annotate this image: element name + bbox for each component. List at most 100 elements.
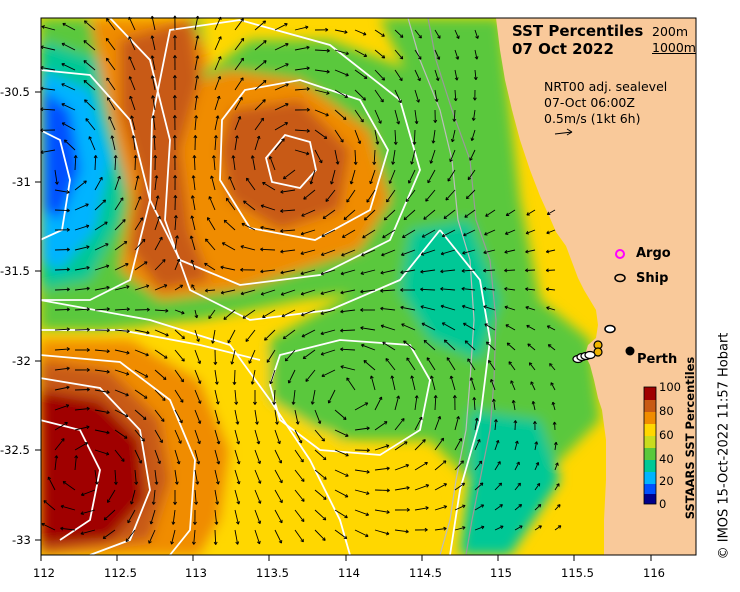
perth-label: Perth (637, 352, 678, 367)
colorbar-band-70 (644, 424, 656, 436)
colorbar-tick: 60 (659, 428, 674, 442)
current-vector-head (163, 284, 168, 288)
current-vector (233, 369, 236, 385)
current-vector (264, 329, 276, 341)
sst-brown-region-north (120, 20, 210, 290)
current-vector (472, 109, 476, 121)
current-vector (234, 77, 244, 91)
current-vector-head (214, 381, 219, 385)
current-vector-head (404, 441, 408, 445)
current-vector-head (131, 135, 136, 139)
scale-arrow (554, 131, 573, 135)
current-vector-head (322, 537, 326, 541)
current-vector (394, 109, 400, 125)
current-vector (274, 83, 289, 91)
current-vector-head (303, 196, 307, 200)
current-vector-head (260, 291, 265, 296)
current-vector (354, 89, 366, 101)
current-vector (274, 122, 288, 131)
current-vector-head (144, 261, 148, 265)
current-vector-head (243, 200, 247, 204)
current-vector (174, 429, 182, 444)
current-vector (84, 99, 96, 111)
current-vector-head (322, 516, 327, 521)
ship-marker (604, 324, 616, 334)
current-vector (442, 322, 456, 331)
current-vector (343, 209, 356, 220)
current-vector (449, 149, 456, 162)
current-vector-head (310, 401, 315, 405)
current-vector-head (110, 135, 115, 139)
current-vector (54, 328, 70, 331)
current-vector-head (255, 421, 259, 425)
current-vector (54, 268, 70, 271)
current-vector-head (378, 396, 383, 401)
current-vector (320, 269, 336, 275)
current-vector (260, 269, 276, 273)
current-vector (260, 248, 276, 251)
current-vector (321, 229, 336, 237)
current-vector (334, 449, 349, 457)
current-vector-head (327, 400, 332, 404)
current-vector-head (429, 160, 434, 164)
current-vector (83, 40, 96, 51)
current-vector-head (159, 439, 163, 443)
current-vector (243, 200, 256, 211)
current-vector-head (61, 42, 66, 47)
current-vector-head (61, 438, 65, 442)
current-vector (425, 189, 436, 202)
current-vector-head (86, 307, 90, 312)
current-vector-head (232, 381, 237, 385)
current-vector-head (278, 540, 283, 544)
current-vector-head (83, 79, 88, 84)
ship-legend-marker (614, 273, 626, 283)
current-vector (330, 169, 336, 185)
current-vector-head (173, 501, 177, 505)
y-tick-label: -31.5 (0, 264, 30, 278)
current-vector (311, 389, 316, 405)
current-vector-head (178, 440, 182, 444)
current-vector (174, 369, 184, 383)
current-vector-head (321, 438, 325, 442)
current-vector (234, 116, 241, 131)
current-vector-head (366, 426, 370, 431)
current-vector-head (321, 373, 325, 378)
current-vector (389, 169, 396, 184)
current-vector (134, 238, 146, 251)
ship-label: Ship (636, 271, 669, 286)
current-vector (234, 38, 245, 51)
current-vector-head (223, 219, 228, 224)
current-vector-head (380, 324, 385, 329)
current-vector (443, 339, 456, 351)
current-vector-head (117, 175, 121, 180)
current-vector-head (490, 379, 494, 383)
current-vector (534, 525, 542, 531)
current-vector-head (382, 341, 386, 346)
current-vector-head (301, 478, 305, 482)
current-vector-head (295, 421, 300, 425)
current-vector-head (86, 286, 90, 291)
current-vector (300, 249, 316, 255)
current-vector-head (275, 421, 279, 425)
current-vector-head (399, 77, 403, 82)
current-vector-head (174, 481, 179, 485)
contour-east-1 (439, 229, 491, 556)
current-vector (294, 489, 305, 502)
current-vector (305, 369, 316, 382)
current-vector (260, 226, 276, 231)
current-vector-head (465, 195, 470, 200)
current-vector (470, 377, 476, 391)
current-vector (260, 204, 276, 211)
current-vector (301, 309, 316, 316)
current-vector-head (86, 265, 90, 270)
current-vector (471, 129, 476, 141)
current-vector (301, 329, 316, 338)
current-vector-head (215, 115, 220, 119)
current-vector (208, 196, 216, 211)
current-vector (74, 180, 87, 191)
current-vector (467, 169, 476, 180)
current-vector (54, 169, 58, 185)
current-vector-head (173, 55, 177, 59)
current-vector (153, 489, 156, 505)
current-vector (154, 389, 166, 401)
